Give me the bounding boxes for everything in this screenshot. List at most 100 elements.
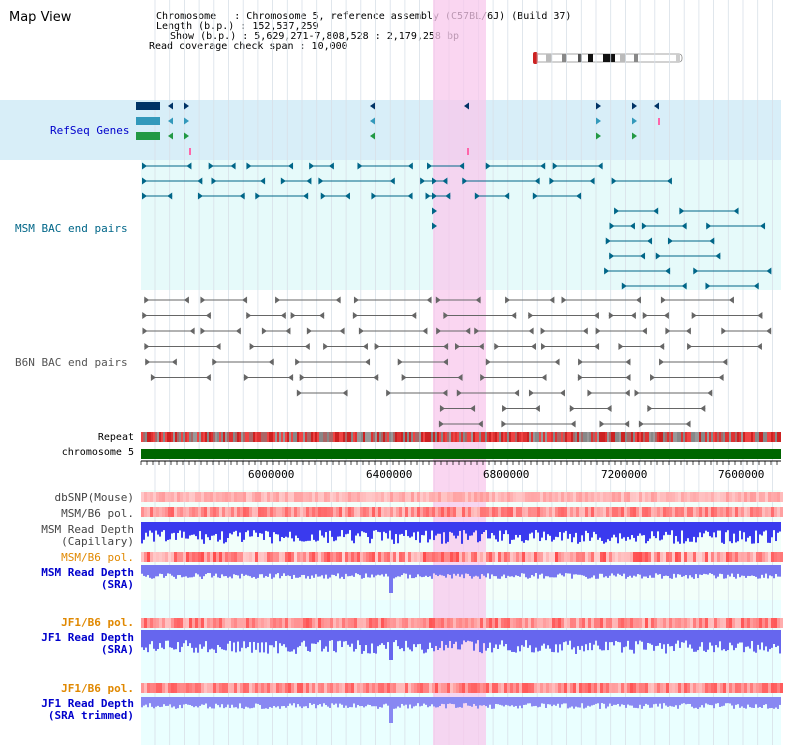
depth-bar	[499, 697, 501, 705]
heatmap-cell	[249, 507, 252, 517]
depth-bar	[149, 697, 151, 704]
depth-bar	[767, 630, 769, 652]
track-label-msm-bac[interactable]: MSM BAC end pairs	[15, 222, 128, 235]
depth-bar	[339, 697, 341, 704]
heatmap-cell	[633, 552, 636, 562]
heatmap-cell	[312, 683, 315, 693]
depth-bar	[205, 697, 207, 704]
depth-bar	[617, 697, 619, 704]
depth-bar	[543, 565, 545, 579]
feature-arrow	[534, 405, 540, 412]
repeat-segment	[525, 432, 527, 442]
depth-bar	[297, 565, 299, 578]
heatmap-cell	[723, 552, 726, 562]
heatmap-cell	[213, 618, 216, 628]
depth-bar	[341, 565, 343, 577]
heatmap-cell	[717, 492, 720, 502]
depth-bar	[397, 565, 399, 577]
depth-bar	[691, 697, 693, 707]
chromosome-ideogram[interactable]	[528, 50, 688, 66]
heatmap-cell	[675, 683, 678, 693]
repeat-segment	[205, 432, 207, 442]
heatmap-cell	[519, 618, 522, 628]
depth-bar	[665, 522, 667, 532]
feature-arrow	[459, 162, 465, 170]
repeat-segment	[759, 432, 761, 442]
heatmap-cell	[471, 683, 474, 693]
depth-bar	[401, 565, 403, 576]
heatmap-cell	[162, 492, 165, 502]
depth-bar	[301, 565, 303, 575]
heatmap-cell	[399, 552, 402, 562]
heatmap-cell	[633, 618, 636, 628]
depth-bar	[303, 565, 305, 575]
depth-bar	[697, 522, 699, 538]
depth-bar	[437, 522, 439, 534]
chromosome-bar	[141, 449, 781, 459]
depth-bar	[583, 522, 585, 542]
heatmap-cell	[267, 552, 270, 562]
feature-arrow	[753, 282, 759, 290]
depth-bar	[525, 697, 527, 705]
depth-bar	[425, 565, 427, 576]
heatmap-cell	[483, 618, 486, 628]
track-label-refseq[interactable]: RefSeq Genes	[50, 124, 130, 137]
depth-bar	[737, 522, 739, 542]
depth-bar	[187, 565, 189, 578]
repeat-segment	[559, 432, 561, 442]
depth-bar	[585, 522, 587, 531]
heatmap-cell	[243, 507, 246, 517]
feature-arrow	[344, 192, 350, 200]
feature-arrow	[605, 237, 611, 245]
heatmap-cell	[684, 618, 687, 628]
heatmap-cell	[195, 552, 198, 562]
feature-arrow	[475, 296, 481, 304]
heatmap-cell	[714, 507, 717, 517]
depth-bar	[341, 522, 343, 531]
heatmap-cell	[519, 492, 522, 502]
feature-arrow	[306, 177, 312, 185]
depth-bar	[643, 522, 645, 536]
depth-bar	[345, 522, 347, 535]
repeat-segment	[609, 432, 611, 442]
heatmap-cell	[324, 492, 327, 502]
heatmap-cell	[240, 552, 243, 562]
heatmap-cell	[276, 618, 279, 628]
depth-bar	[479, 697, 481, 706]
repeat-segment	[209, 432, 211, 442]
heatmap-cell	[615, 552, 618, 562]
heatmap-cell	[417, 552, 420, 562]
depth-bar	[451, 697, 453, 705]
heatmap-cell	[495, 492, 498, 502]
heatmap-cell	[567, 492, 570, 502]
depth-bar	[715, 522, 717, 538]
heatmap-cell	[312, 492, 315, 502]
heatmap-cell	[669, 552, 672, 562]
heatmap-cell	[456, 683, 459, 693]
repeat-track	[141, 432, 781, 442]
heatmap-cell	[690, 492, 693, 502]
depth-bar	[327, 697, 329, 707]
heatmap-cell	[600, 507, 603, 517]
depth-bar	[669, 697, 671, 706]
depth-bar	[735, 565, 737, 579]
depth-bar	[691, 630, 693, 649]
depth-bar	[143, 630, 145, 651]
refseq-genes-track	[136, 102, 660, 155]
depth-bar	[263, 522, 265, 540]
depth-bar	[755, 522, 757, 531]
track-label-b6n-bac[interactable]: B6N BAC end pairs	[15, 356, 128, 369]
heatmap-cell	[609, 507, 612, 517]
repeat-segment	[337, 432, 339, 442]
heatmap-cell	[501, 618, 504, 628]
heatmap-cell	[159, 618, 162, 628]
repeat-segment	[607, 432, 609, 442]
depth-bar	[513, 697, 515, 707]
depth-bar	[305, 522, 307, 542]
depth-bar	[305, 697, 307, 707]
heatmap-cell	[711, 683, 714, 693]
depth-bar	[569, 522, 571, 534]
depth-bar	[343, 630, 345, 642]
repeat-segment	[401, 432, 403, 442]
